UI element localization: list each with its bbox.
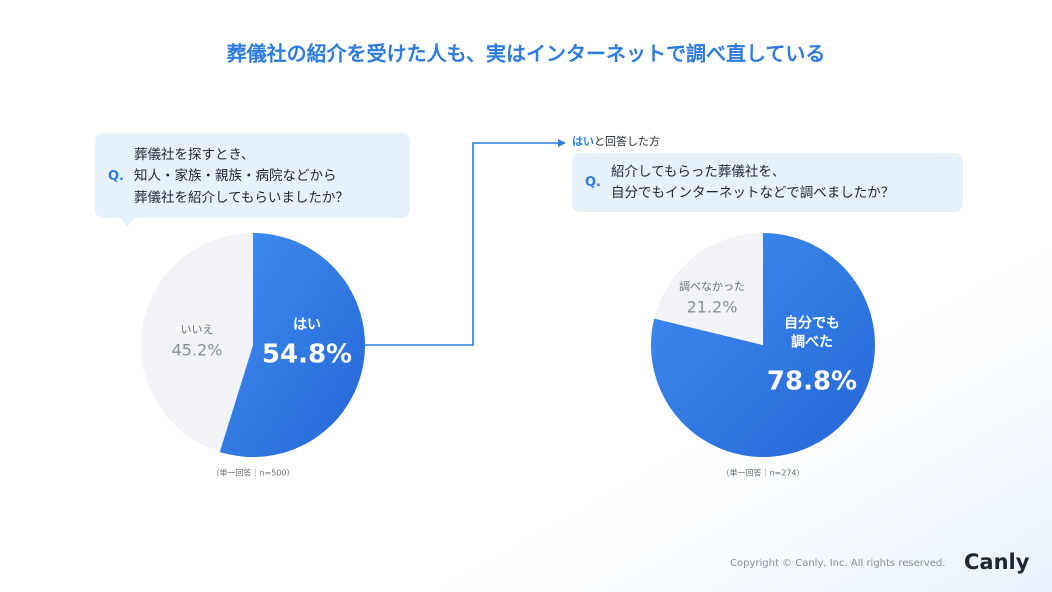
filter-highlight: はい [572, 135, 594, 148]
pie-slice [140, 233, 253, 452]
question-box [572, 153, 963, 212]
filter-label: はいと回答した方 [572, 134, 660, 148]
category-label: 調べなかった [679, 279, 745, 293]
question-line: 知人・家族・親族・病院などから [134, 167, 337, 184]
value-label: 78.8% [767, 367, 857, 397]
pie-slice [654, 233, 763, 345]
title: 葬儀社の紹介を受けた人も、実はインターネットで調べ直している [227, 42, 826, 66]
question-mark: Q. [108, 169, 124, 184]
value-label: 45.2% [172, 341, 223, 360]
question-line: 紹介してもらった葬儀社を、 [611, 164, 785, 180]
question-line: 葬儀社を紹介してもらいましたか？ [134, 190, 349, 206]
value-label: 54.8% [262, 340, 352, 370]
category-label: いいえ [181, 323, 214, 336]
category-label: 自分でも調べた [784, 315, 840, 351]
question-box [95, 133, 410, 227]
question-line: 葬儀社を探すとき、 [134, 147, 255, 163]
note: （単一回答｜n=500） [211, 468, 294, 478]
connector [365, 142, 560, 346]
logo: Canly [964, 550, 1030, 574]
question-line: 自分でもインターネットなどで調べましたか？ [611, 185, 894, 201]
arrowhead [558, 139, 566, 147]
note: （単一回答｜n=274） [721, 468, 804, 478]
filter-text: と回答した方 [594, 134, 660, 148]
value-label: 21.2% [687, 298, 738, 317]
copyright: Copyright © Canly, Inc. All rights reser… [730, 558, 945, 569]
pie-slice [219, 233, 365, 457]
question-mark: Q. [585, 175, 601, 190]
category-label: はい [293, 317, 321, 333]
